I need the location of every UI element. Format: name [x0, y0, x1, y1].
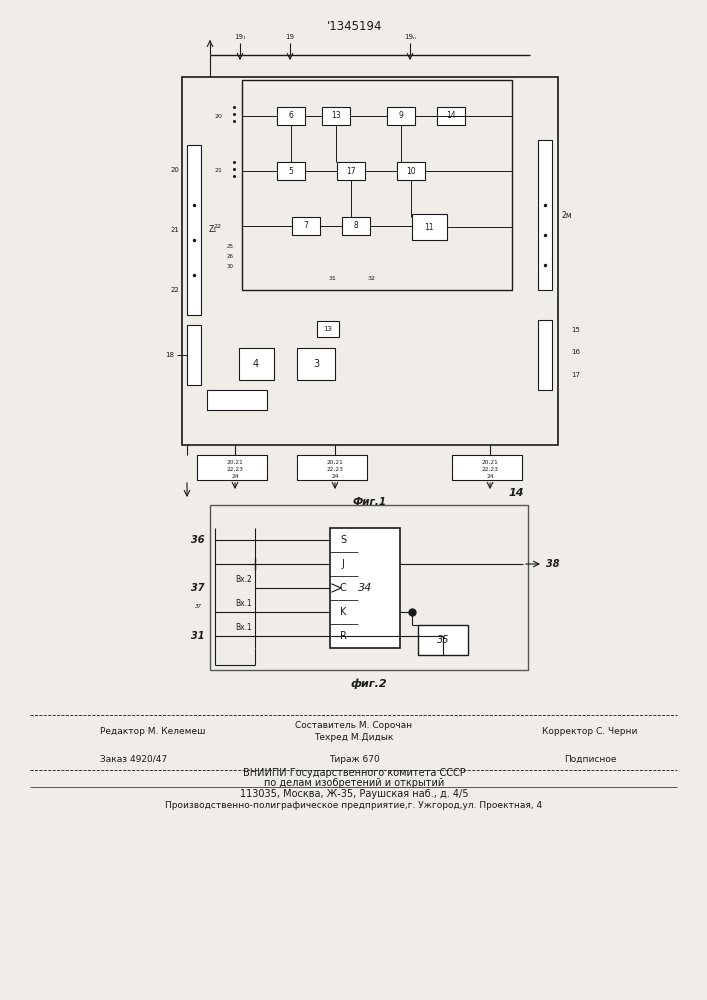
Bar [210, 505, 528, 670]
Bar [239, 348, 274, 380]
Text: Вх.1: Вх.1 [235, 599, 252, 608]
Text: 21: 21 [214, 168, 222, 174]
Bar [297, 455, 367, 480]
Text: K: K [340, 607, 346, 617]
Text: 7: 7 [303, 222, 308, 231]
Text: 36: 36 [192, 535, 205, 545]
Text: Фиг.1: Фиг.1 [353, 497, 387, 507]
Text: 19ₙ: 19ₙ [404, 34, 416, 40]
Bar [197, 455, 267, 480]
Text: 17: 17 [571, 372, 580, 378]
Text: 37: 37 [194, 604, 201, 609]
Text: S: S [340, 535, 346, 545]
Bar [187, 145, 201, 315]
Text: 3: 3 [313, 359, 319, 369]
Text: J: J [341, 559, 344, 569]
Bar [277, 107, 305, 125]
Bar [412, 214, 447, 240]
Text: по делам изобретений и открытий: по делам изобретений и открытий [264, 778, 444, 788]
Text: 25: 25 [226, 244, 233, 249]
Text: 22: 22 [170, 287, 179, 293]
Text: 22,23: 22,23 [481, 466, 498, 472]
Text: 15: 15 [571, 327, 580, 333]
Text: 18: 18 [165, 352, 174, 358]
Text: '1345194: '1345194 [327, 20, 382, 33]
Text: 38: 38 [547, 559, 560, 569]
Text: 21: 21 [170, 227, 179, 233]
Bar [297, 348, 335, 380]
Text: 2м: 2м [561, 211, 572, 220]
Bar [342, 217, 370, 235]
Text: 13: 13 [324, 326, 332, 332]
Text: Составитель М. Сорочан: Составитель М. Сорочан [296, 720, 413, 730]
Text: 6: 6 [288, 111, 293, 120]
Text: 35: 35 [437, 635, 449, 645]
Bar [187, 325, 201, 385]
Text: 9: 9 [399, 111, 404, 120]
Text: 14: 14 [446, 111, 456, 120]
Text: 20: 20 [170, 167, 179, 173]
Text: Производственно-полиграфическое предприятие,г. Ужгород,ул. Проектная, 4: Производственно-полиграфическое предприя… [165, 800, 542, 810]
Text: 20,21: 20,21 [227, 460, 243, 464]
Text: 5: 5 [288, 166, 293, 176]
Text: 30: 30 [226, 264, 233, 269]
Text: Заказ 4920/47: Заказ 4920/47 [100, 754, 167, 764]
Text: Z₁: Z₁ [209, 226, 217, 234]
Bar [387, 107, 415, 125]
Bar [182, 77, 558, 445]
Bar [322, 107, 350, 125]
Text: 31: 31 [328, 275, 336, 280]
Text: Подписное: Подписное [563, 754, 617, 764]
Bar [330, 528, 400, 648]
Text: 32: 32 [368, 275, 376, 280]
Text: 4: 4 [253, 359, 259, 369]
Text: 19₁: 19₁ [234, 34, 246, 40]
Text: 22,23: 22,23 [226, 466, 243, 472]
Text: 11: 11 [424, 223, 434, 232]
Text: 19: 19 [286, 34, 295, 40]
Text: 10: 10 [407, 166, 416, 176]
Text: 8: 8 [354, 222, 358, 231]
Bar [292, 217, 320, 235]
Text: фиг.2: фиг.2 [351, 679, 387, 689]
Bar [538, 140, 552, 290]
Bar [437, 107, 465, 125]
Text: 31: 31 [192, 631, 205, 641]
Bar [207, 390, 267, 410]
Text: 20: 20 [214, 113, 222, 118]
Text: 26: 26 [226, 254, 233, 259]
Bar [452, 455, 522, 480]
Bar [538, 320, 552, 390]
Text: 17: 17 [346, 166, 356, 176]
Bar [337, 162, 365, 180]
Text: Тираж 670: Тираж 670 [329, 754, 380, 764]
Text: 24: 24 [332, 474, 339, 479]
Text: Корректор С. Черни: Корректор С. Черни [542, 726, 638, 736]
Bar [277, 162, 305, 180]
Text: Редактор М. Келемеш: Редактор М. Келемеш [100, 726, 205, 736]
Text: 37: 37 [192, 583, 205, 593]
Bar [317, 321, 339, 337]
Text: Вх.2: Вх.2 [235, 576, 252, 584]
Text: ВНИИПИ Государственного комитета СССР: ВНИИПИ Государственного комитета СССР [243, 768, 465, 778]
Bar [397, 162, 425, 180]
Text: 24: 24 [231, 474, 239, 479]
Text: 20,21: 20,21 [327, 460, 344, 464]
Text: Вх.1: Вх.1 [235, 624, 252, 633]
Text: C: C [339, 583, 346, 593]
Text: Техред М.Дидык: Техред М.Дидык [315, 734, 394, 742]
Text: 24: 24 [486, 474, 493, 479]
Text: 22,23: 22,23 [327, 466, 344, 472]
Bar [242, 80, 512, 290]
Text: 20,21: 20,21 [481, 460, 498, 464]
Bar [418, 625, 468, 655]
Text: 34: 34 [358, 583, 372, 593]
Text: 13: 13 [331, 111, 341, 120]
Text: 16: 16 [571, 349, 580, 355]
Text: R: R [339, 631, 346, 641]
Text: 113035, Москва, Ж-35, Раушская наб., д. 4/5: 113035, Москва, Ж-35, Раушская наб., д. … [240, 789, 468, 799]
Text: 14: 14 [508, 488, 524, 498]
Text: 22: 22 [214, 224, 222, 229]
